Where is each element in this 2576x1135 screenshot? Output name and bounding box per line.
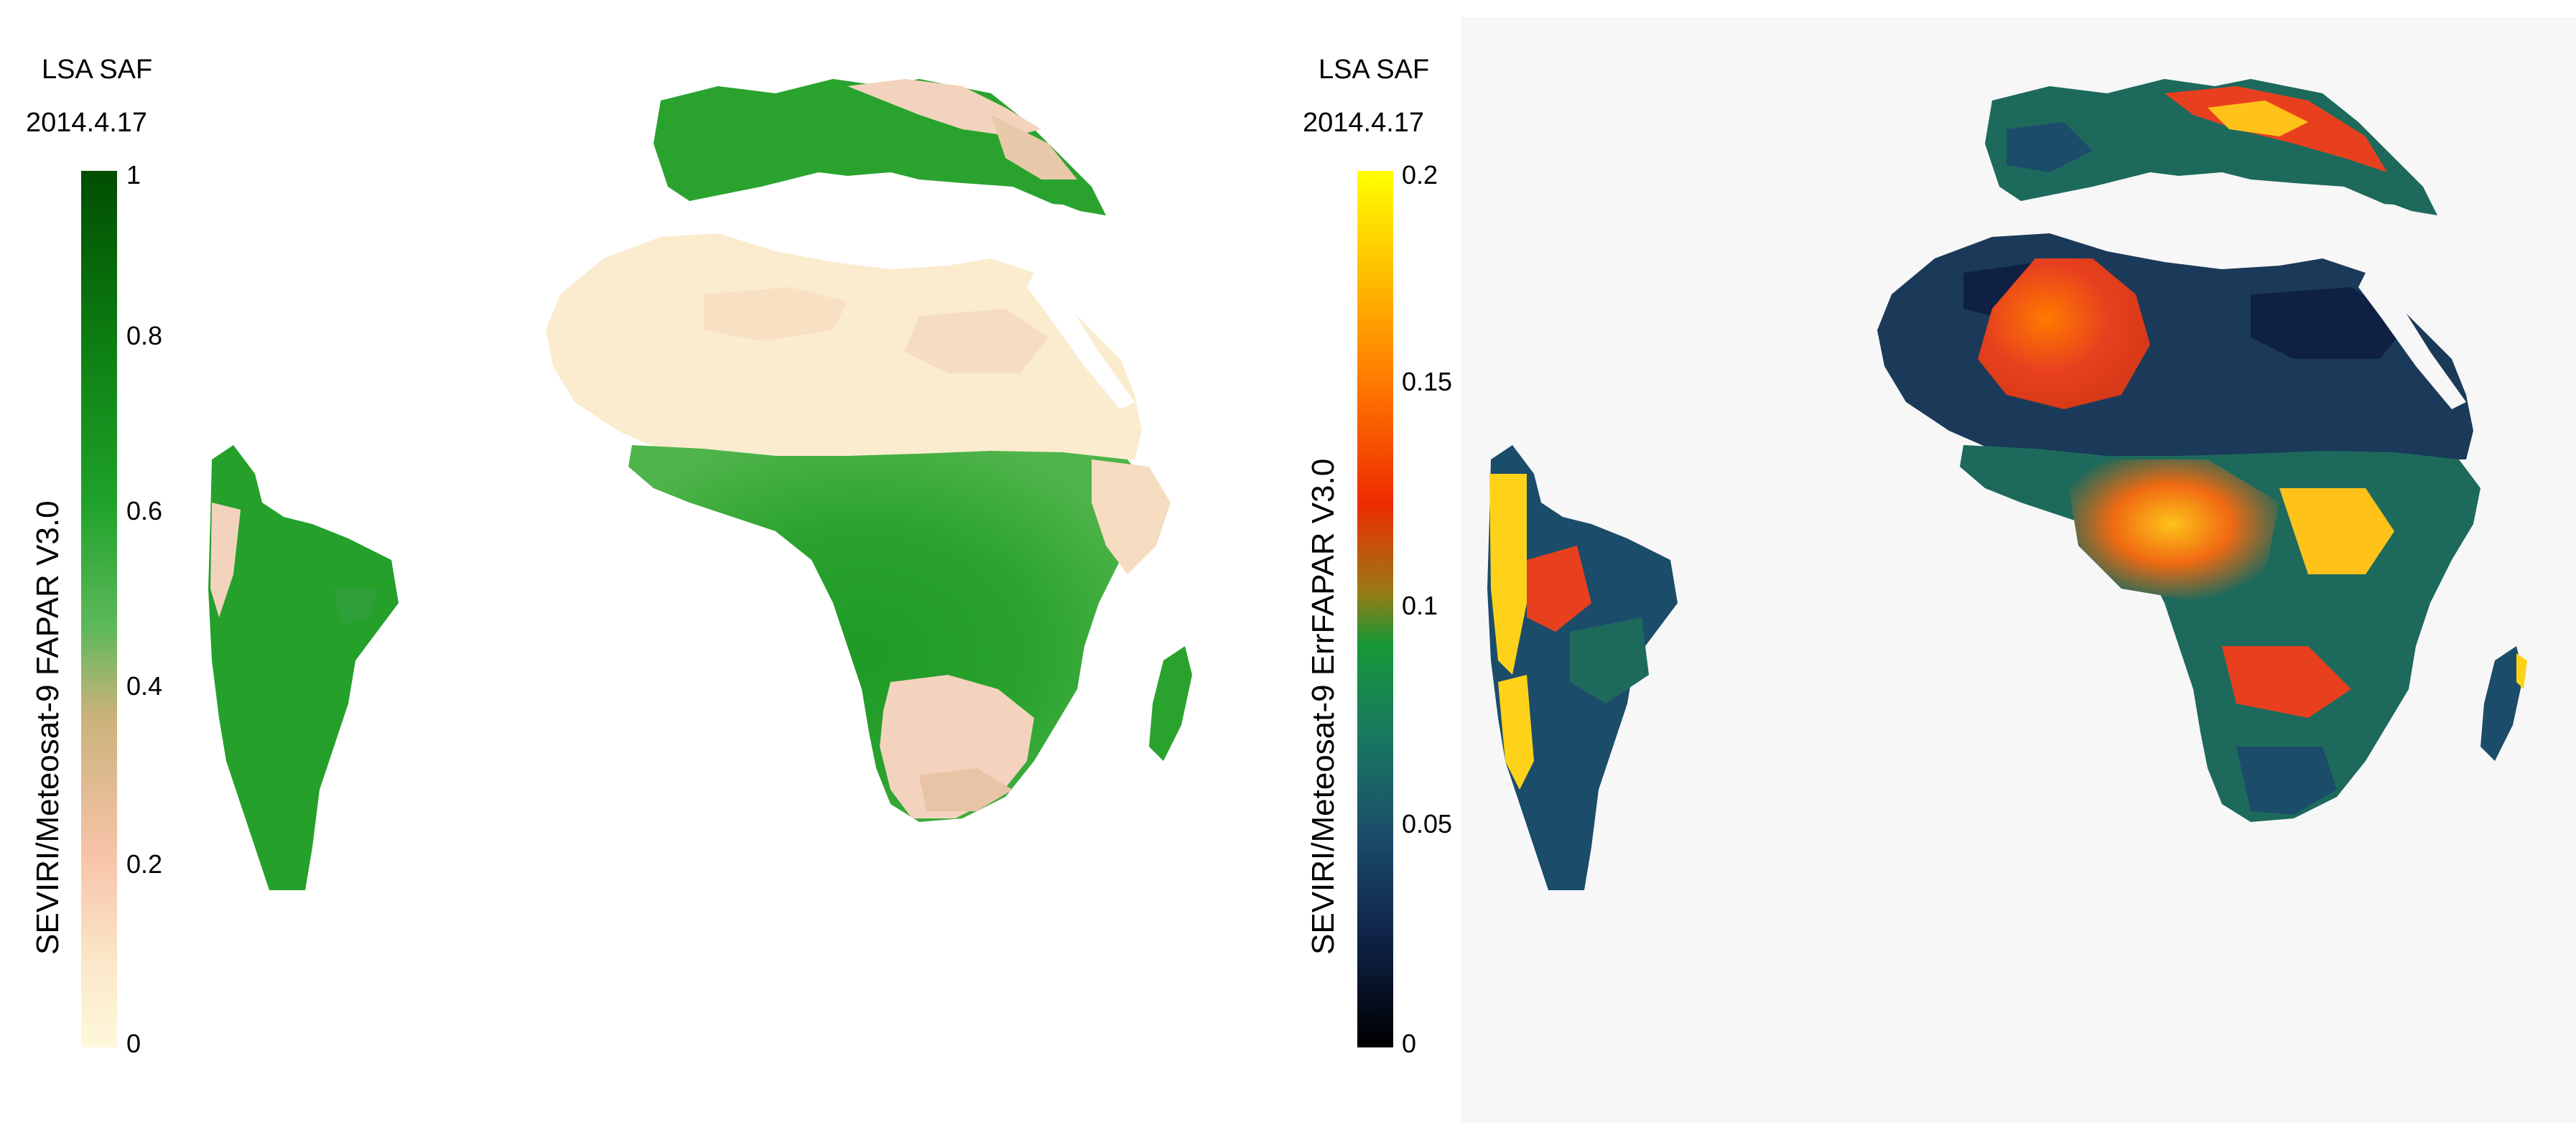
fapar-map	[546, 79, 1192, 822]
fapar-colorbar	[81, 171, 117, 1047]
tick-label: 0	[126, 1029, 141, 1058]
tick-label: 0.2	[1402, 160, 1438, 190]
tick-label: 0.15	[1402, 367, 1453, 396]
errfapar-map	[1877, 79, 2527, 822]
tick-label: 0.05	[1402, 809, 1453, 839]
tick-label: 0.6	[126, 496, 163, 526]
fapar-south-america	[208, 445, 399, 890]
source-label: LSA SAF	[42, 55, 153, 85]
product-label: SEVIRI/Meteosat-9 FAPAR V3.0	[30, 500, 65, 955]
madagascar	[1149, 646, 1192, 761]
errfapar-south-america	[1487, 445, 1678, 890]
tick-label: 0.1	[1402, 591, 1438, 620]
errfapar-colorbar	[1357, 171, 1393, 1047]
errfapar-panel: LSA SAF 2014.4.17 0.2 0.15 0.1 0.05 0 SE…	[1303, 0, 2576, 1135]
date-label: 2014.4.17	[1303, 108, 1425, 138]
fapar-panel: LSA SAF 2014.4.17 1 0.8 0.6 0.4 0.2 0 SE…	[0, 0, 1285, 1135]
tick-label: 0.4	[126, 671, 163, 701]
product-label: SEVIRI/Meteosat-9 ErrFAPAR V3.0	[1306, 458, 1341, 955]
europe-region	[654, 79, 1106, 215]
tick-label: 0	[1402, 1029, 1417, 1058]
source-label: LSA SAF	[1319, 55, 1430, 85]
tick-label: 0.8	[126, 321, 163, 350]
tick-label: 1	[126, 160, 141, 190]
date-label: 2014.4.17	[26, 108, 148, 138]
tick-label: 0.2	[126, 849, 163, 879]
madagascar	[2480, 646, 2524, 761]
sahara-region	[546, 233, 1142, 474]
